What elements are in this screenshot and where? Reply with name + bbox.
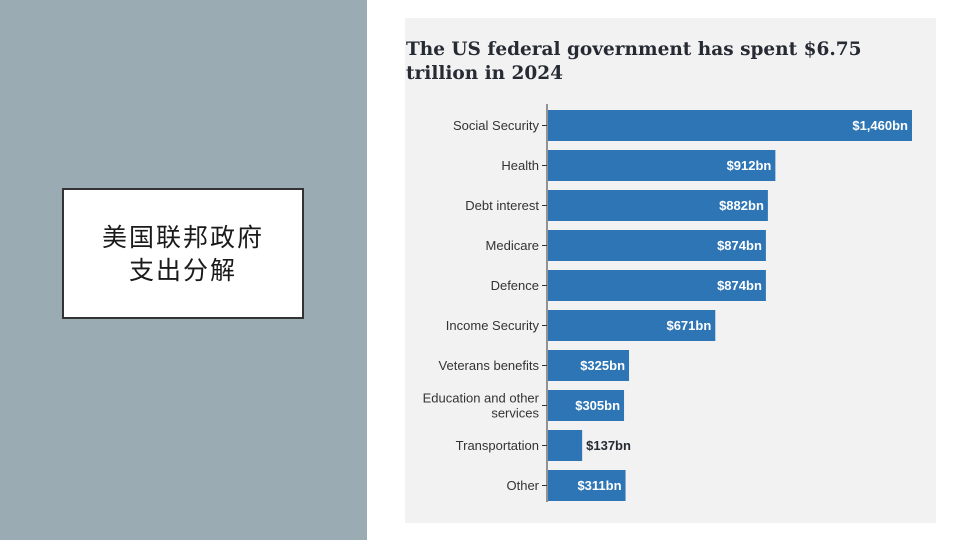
value-label-5: $874bn (717, 278, 762, 293)
left-panel: 美国联邦政府 支出分解 (0, 0, 367, 540)
value-label-7: $325bn (580, 358, 625, 373)
category-label-8-line-1: Education and other (423, 391, 540, 406)
value-label-6: $671bn (666, 318, 711, 333)
value-label-2: $912bn (727, 158, 772, 173)
value-label-8: $305bn (575, 398, 620, 413)
bar-5 (548, 270, 766, 301)
category-label-4-line-1: Medicare (486, 238, 539, 253)
category-label-7-line-1: Veterans benefits (439, 358, 540, 373)
bar-10 (548, 470, 626, 501)
slide-title-line-2: 支出分解 (128, 255, 237, 285)
value-label-4: $874bn (717, 238, 762, 253)
category-label-2-line-1: Health (501, 158, 539, 173)
chart-card: The US federal government has spent $6.7… (405, 18, 936, 523)
bar-7 (548, 350, 630, 381)
category-label-10-line-1: Other (506, 478, 539, 493)
category-label-8-line-2: services (491, 406, 539, 421)
category-label-1-line-1: Social Security (453, 118, 539, 133)
category-label-3-line-1: Debt interest (465, 198, 539, 213)
bar-1 (548, 110, 912, 141)
slide-title: 美国联邦政府 支出分解 (102, 221, 264, 287)
category-label-4: Medicare (486, 238, 539, 253)
bar-chart: Social Security $1,460bn Health $912bn Debt … (423, 104, 912, 502)
value-label-9: $137bn (586, 438, 631, 453)
category-label-10: Other (506, 478, 539, 493)
category-label-5: Defence (491, 278, 539, 293)
category-label-6-line-1: Income Security (446, 318, 540, 333)
bar-8 (548, 390, 625, 421)
category-label-9: Transportation (456, 438, 539, 453)
category-label-6: Income Security (446, 318, 540, 333)
bar-9 (548, 430, 583, 461)
value-label-3: $882bn (719, 198, 764, 213)
category-label-8: Education and other services (423, 391, 540, 421)
category-label-5-line-1: Defence (491, 278, 539, 293)
bar-6 (548, 310, 716, 341)
slide-title-line-1: 美国联邦政府 (101, 222, 264, 252)
bar-3 (548, 190, 768, 221)
category-label-2: Health (501, 158, 539, 173)
category-label-7: Veterans benefits (439, 358, 540, 373)
category-label-3: Debt interest (465, 198, 539, 213)
bar-2 (548, 150, 776, 181)
chart-title: The US federal government has spent $6.7… (406, 39, 862, 84)
bar-4 (548, 230, 766, 261)
category-label-9-line-1: Transportation (456, 438, 539, 453)
slide-title-box: 美国联邦政府 支出分解 (62, 188, 304, 319)
value-label-1: $1,460bn (852, 118, 908, 133)
category-label-1: Social Security (453, 118, 539, 133)
value-label-10: $311bn (577, 478, 621, 493)
